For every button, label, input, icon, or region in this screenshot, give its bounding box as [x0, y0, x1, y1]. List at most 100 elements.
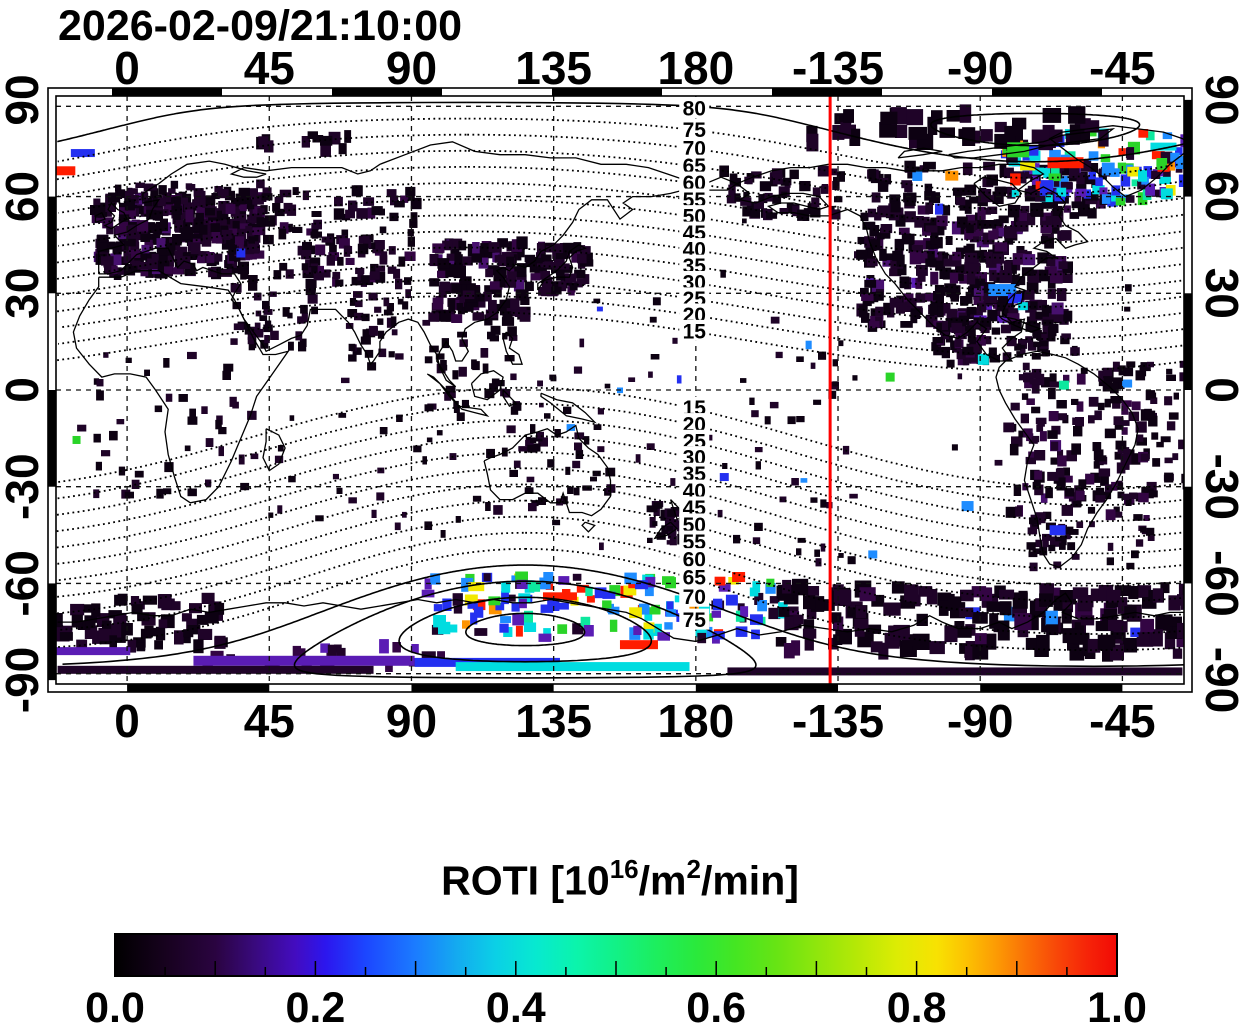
- maglat-contour: [293, 580, 757, 679]
- roti-cell: [652, 297, 661, 306]
- roti-cell: [1039, 269, 1049, 282]
- roti-cell: [1056, 400, 1067, 409]
- roti-cell: [151, 188, 159, 198]
- maglat-contour: [58, 149, 1184, 211]
- roti-cell: [104, 260, 112, 274]
- roti-cell: [1063, 310, 1073, 322]
- roti-cell: [1085, 191, 1099, 201]
- roti-cell: [1121, 400, 1132, 407]
- roti-cell: [456, 296, 466, 308]
- coastline: [262, 428, 286, 472]
- roti-cell: [938, 600, 949, 616]
- roti-cell: [915, 293, 926, 303]
- roti-cell: [127, 639, 137, 653]
- roti-cell: [376, 492, 385, 501]
- roti-feature-cell: [1017, 302, 1028, 311]
- roti-cell: [349, 298, 357, 306]
- roti-cell: [904, 160, 916, 173]
- roti-cell: [336, 487, 343, 494]
- roti-cell: [1098, 370, 1106, 382]
- roti-cell: [1054, 259, 1062, 271]
- roti-cell: [218, 210, 229, 220]
- roti-cell: [644, 613, 653, 621]
- contour-label-mask: [679, 118, 710, 140]
- roti-cell: [504, 314, 513, 324]
- contour-label-mask: [679, 446, 710, 468]
- roti-cell: [1069, 212, 1080, 219]
- roti-cell: [308, 280, 317, 288]
- maglat-contour: [58, 278, 1184, 340]
- roti-cell: [465, 295, 477, 303]
- roti-cell: [666, 540, 675, 545]
- roti-feature-cell: [542, 592, 577, 601]
- top-lon-tick: 135: [515, 42, 592, 94]
- roti-cell: [1089, 521, 1095, 528]
- roti-cell: [1125, 148, 1133, 159]
- roti-cell: [383, 309, 393, 316]
- roti-cell: [909, 137, 924, 149]
- roti-cell: [771, 168, 783, 177]
- roti-cell: [1164, 472, 1174, 483]
- roti-cell: [1136, 434, 1144, 442]
- roti-cell: [660, 509, 669, 521]
- roti-cell: [749, 397, 755, 405]
- roti-cell: [648, 507, 656, 513]
- roti-cell: [764, 416, 771, 425]
- roti-cell: [883, 602, 901, 616]
- bottom-lon-tick: 135: [515, 695, 592, 747]
- roti-cell: [372, 242, 384, 254]
- roti-cell: [520, 297, 530, 305]
- roti-cell: [345, 323, 354, 329]
- roti-cell: [227, 233, 240, 245]
- roti-cell: [828, 390, 837, 399]
- roti-cell: [1062, 273, 1073, 283]
- roti-cell: [1123, 638, 1136, 651]
- roti-cell: [368, 242, 376, 250]
- roti-cell: [506, 425, 516, 434]
- roti-cell: [546, 246, 556, 253]
- roti-cell: [145, 267, 153, 278]
- roti-cell: [311, 306, 318, 315]
- roti-cell: [797, 209, 805, 221]
- contour-label-mask: [679, 479, 710, 501]
- right-lat-tick: 90: [1196, 74, 1240, 125]
- roti-cell: [547, 599, 560, 611]
- roti-cell: [223, 363, 234, 372]
- roti-cell: [1050, 224, 1060, 234]
- roti-cell: [1141, 486, 1149, 493]
- bottom-lon-tick: 0: [114, 695, 140, 747]
- roti-cell: [1026, 281, 1039, 294]
- roti-cell: [906, 109, 924, 126]
- roti-cell: [1057, 449, 1064, 460]
- roti-cell: [1137, 585, 1152, 598]
- roti-cell: [1135, 539, 1144, 547]
- roti-cell: [847, 607, 859, 617]
- roti-cell: [312, 135, 324, 143]
- roti-cell: [1045, 188, 1053, 200]
- roti-cell: [1049, 381, 1061, 388]
- roti-cell: [1087, 506, 1096, 514]
- roti-cell: [992, 191, 1004, 204]
- roti-cell: [740, 606, 749, 617]
- roti-cell: [272, 203, 281, 212]
- roti-cell: [1078, 205, 1088, 217]
- roti-cell: [1026, 398, 1035, 405]
- roti-cell: [483, 573, 491, 582]
- roti-cell: [454, 251, 462, 265]
- maglat-contour: [56, 435, 1184, 539]
- left-lat-tick: -90: [0, 647, 48, 713]
- roti-cell: [820, 499, 827, 508]
- roti-cell: [939, 127, 955, 138]
- roti-cell: [320, 135, 333, 146]
- roti-cell: [820, 543, 826, 552]
- roti-cell: [455, 516, 461, 523]
- roti-cell: [988, 230, 999, 240]
- roti-cell: [1126, 562, 1135, 570]
- roti-cell: [969, 337, 979, 349]
- roti-cell: [538, 633, 552, 642]
- roti-cell: [147, 258, 158, 269]
- roti-cell: [1047, 199, 1058, 209]
- roti-cell: [1015, 506, 1022, 517]
- roti-cell: [1041, 377, 1053, 388]
- roti-cell: [1133, 514, 1143, 521]
